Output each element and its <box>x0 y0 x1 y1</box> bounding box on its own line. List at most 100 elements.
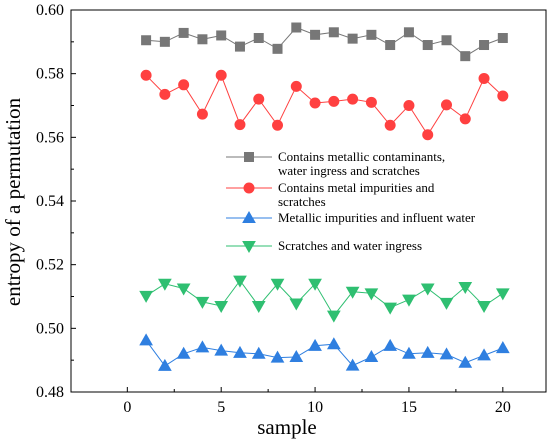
data-point <box>347 33 358 44</box>
y-tick-label: 0.60 <box>36 2 64 19</box>
data-point <box>326 337 341 350</box>
data-point <box>197 34 208 45</box>
data-point <box>195 340 210 353</box>
y-tick-label: 0.50 <box>36 320 64 337</box>
x-tick-label: 20 <box>495 399 511 416</box>
x-tick-label: 15 <box>401 399 417 416</box>
data-point <box>384 119 396 131</box>
data-point <box>140 69 152 81</box>
legend-entry: Scratches and water ingress <box>226 238 422 254</box>
data-point <box>364 288 379 301</box>
data-point <box>328 27 339 38</box>
data-point <box>477 348 491 361</box>
data-point <box>310 29 321 40</box>
x-tick-label: 5 <box>217 399 225 416</box>
data-point <box>159 88 171 100</box>
data-point <box>366 29 377 40</box>
data-point <box>420 345 435 358</box>
data-point <box>290 80 302 92</box>
legend-marker <box>242 241 256 254</box>
y-axis: 0.48 0.50 0.52 0.54 0.56 0.58 0.60 <box>36 2 76 401</box>
data-point <box>460 51 471 62</box>
data-point <box>403 27 414 38</box>
data-point <box>439 297 454 310</box>
x-tick-label: 0 <box>123 399 131 416</box>
data-point <box>176 283 191 296</box>
y-axis-title: entropy of a permutation <box>1 97 25 306</box>
data-point <box>270 350 285 363</box>
data-point <box>253 33 264 44</box>
data-point <box>422 129 434 141</box>
y-tick-label: 0.58 <box>36 66 64 83</box>
data-point <box>158 278 172 291</box>
data-point <box>309 97 321 109</box>
data-point <box>141 35 152 46</box>
data-point <box>196 108 208 120</box>
data-point <box>495 288 510 301</box>
data-point <box>439 347 454 360</box>
legend-label: Scratches and water ingress <box>278 238 422 253</box>
legend-label: scratches <box>278 194 326 209</box>
legend-label: Metallic impurities and influent water <box>278 210 476 225</box>
data-point <box>458 355 473 368</box>
x-axis: 0 5 10 15 20 <box>123 387 511 416</box>
data-point <box>402 346 416 359</box>
x-tick-label: 10 <box>307 399 323 416</box>
data-point <box>291 22 302 33</box>
data-point <box>215 69 227 81</box>
data-point <box>345 358 360 371</box>
legend: Contains metallic contaminants,water ing… <box>226 149 476 254</box>
series-1 <box>141 22 508 62</box>
data-point <box>440 99 452 111</box>
data-point <box>422 40 433 51</box>
data-point <box>178 27 189 38</box>
x-axis-title: sample <box>257 415 316 439</box>
data-point <box>479 40 490 51</box>
data-point <box>176 346 191 359</box>
data-point <box>478 72 490 84</box>
series-2 <box>140 69 509 141</box>
data-point <box>195 296 210 309</box>
data-point <box>326 310 341 323</box>
data-point <box>308 338 322 351</box>
data-point <box>234 41 245 52</box>
y-tick-label: 0.54 <box>36 193 64 210</box>
data-point <box>383 338 398 351</box>
data-point <box>458 281 473 294</box>
data-point <box>328 95 340 107</box>
legend-marker <box>243 182 255 194</box>
data-point <box>345 286 360 299</box>
series-4 <box>139 275 510 323</box>
data-point <box>214 301 229 314</box>
legend-entry: Contains metallic contaminants,water ing… <box>226 149 445 178</box>
data-point <box>178 79 190 91</box>
data-point <box>383 302 398 315</box>
data-point <box>139 290 153 303</box>
data-point <box>308 278 322 291</box>
data-point <box>251 346 266 359</box>
data-point <box>233 275 247 288</box>
data-point <box>497 90 509 102</box>
data-point <box>251 301 266 314</box>
legend-marker <box>242 210 256 223</box>
series-line <box>145 74 504 136</box>
legend-entry: Metallic impurities and influent water <box>226 210 476 225</box>
series-3 <box>139 333 510 371</box>
legend-marker <box>244 152 254 162</box>
data-point <box>233 345 247 358</box>
data-point <box>459 113 471 125</box>
data-point <box>497 33 508 44</box>
data-point <box>272 119 284 131</box>
data-point <box>159 36 170 47</box>
series-layer <box>139 22 510 371</box>
data-point <box>420 283 435 296</box>
data-point <box>234 119 246 131</box>
data-point <box>272 43 283 54</box>
data-point <box>216 30 227 41</box>
data-point <box>402 294 416 307</box>
data-point <box>347 93 359 105</box>
data-point <box>441 35 452 46</box>
data-point <box>365 96 377 108</box>
